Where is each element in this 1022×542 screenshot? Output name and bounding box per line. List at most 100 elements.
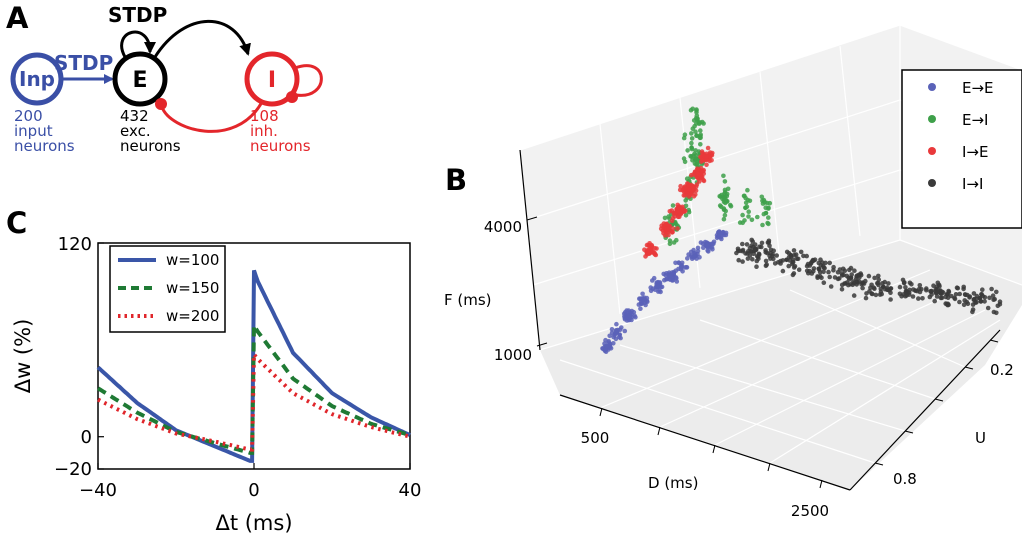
point-ii (916, 286, 922, 292)
stdp-top-label: STDP (108, 3, 167, 27)
point-ii (821, 269, 826, 275)
point-ii (804, 253, 809, 259)
plot-c-ticks (97, 242, 411, 470)
point-ee (662, 277, 667, 283)
point-ee (642, 298, 647, 303)
point-ii (754, 258, 760, 264)
point-ei (698, 142, 703, 147)
exc-label-1: exc. (120, 122, 151, 140)
point-ii (897, 291, 903, 297)
point-ii (767, 243, 772, 249)
point-ei (760, 222, 765, 228)
point-ei (763, 210, 769, 216)
point-ei (698, 128, 703, 133)
b-back-walls (520, 25, 1022, 350)
point-ii (847, 267, 852, 273)
point-ei (670, 203, 676, 208)
point-ii (938, 295, 944, 301)
point-ii (774, 253, 779, 258)
legend-label-ee: E→E (962, 79, 994, 97)
point-ie (662, 233, 668, 238)
point-ee (640, 291, 645, 297)
point-ie (704, 162, 709, 167)
point-ii (846, 282, 851, 288)
b-x-axis-label: D (ms) (648, 474, 698, 492)
input-node (10, 52, 64, 106)
point-ii (780, 268, 786, 274)
point-ii (828, 284, 834, 289)
b-gridline (759, 71, 781, 263)
point-ee (695, 245, 701, 251)
legend-label-ei: E→I (962, 111, 988, 129)
point-ei (767, 200, 773, 206)
b-legend: E→E E→I I→E I→I (901, 69, 1022, 229)
panel-label-a: A (6, 1, 29, 35)
point-ii (886, 287, 892, 293)
point-ii (811, 266, 817, 271)
point-ii (910, 294, 916, 299)
point-ie (691, 171, 696, 177)
point-ii (754, 253, 760, 259)
point-ee (673, 275, 679, 280)
point-ie (654, 246, 659, 251)
point-ei (722, 212, 728, 218)
c-x-axis-label: Δt (ms) (215, 511, 292, 535)
point-ei (722, 179, 728, 184)
point-ii (977, 295, 983, 301)
point-ii (854, 282, 859, 287)
panel-b: B 4000 1000 F (ms) 500 2500 D (ms) (444, 24, 1022, 520)
point-ii (955, 285, 961, 291)
b-gridline (532, 169, 901, 286)
point-ii (801, 253, 806, 259)
point-ie (707, 158, 712, 164)
point-ii (897, 284, 903, 290)
point-ei (689, 131, 694, 136)
point-ii (816, 266, 822, 272)
point-ei (760, 198, 765, 203)
point-ie (697, 179, 702, 184)
point-ii (798, 249, 804, 255)
b-xtick-500: 500 (581, 429, 610, 447)
point-ie (644, 242, 650, 248)
b-gridline (769, 319, 1001, 464)
point-ei (746, 214, 751, 219)
point-ee (679, 264, 684, 270)
point-ii (786, 251, 792, 256)
point-ii (835, 270, 841, 275)
point-ii (989, 286, 994, 292)
point-ii (994, 289, 999, 295)
inh-label-2: neurons (250, 137, 311, 155)
b-gridline (899, 24, 1022, 71)
legend-label-ie: I→E (962, 143, 988, 161)
point-ee (636, 302, 642, 307)
point-ii (873, 292, 879, 298)
point-ie (696, 171, 701, 177)
point-ee (679, 260, 685, 266)
point-ii (882, 279, 888, 285)
point-ii (763, 248, 768, 253)
point-ii (740, 259, 745, 264)
point-ii (772, 261, 778, 266)
point-ie (649, 248, 654, 254)
point-ie (710, 150, 715, 156)
point-ei (724, 191, 730, 197)
point-ii (973, 300, 978, 305)
point-ie (675, 214, 681, 220)
series-line-w100 (96, 269, 411, 463)
point-ei (745, 187, 750, 193)
input-node-label: Inp (19, 67, 55, 91)
point-ii (768, 247, 774, 253)
point-ii (866, 273, 872, 279)
point-ie (699, 149, 705, 154)
inh-to-exc-synapse (155, 98, 167, 110)
point-ii (786, 263, 791, 269)
point-ie (675, 226, 680, 231)
point-ei (689, 136, 695, 141)
b-gridline (539, 239, 901, 351)
point-ie (676, 209, 682, 214)
point-ei (689, 145, 694, 150)
point-ii (913, 288, 918, 293)
point-ei (694, 133, 699, 138)
point-ii (872, 275, 877, 281)
point-ii (917, 283, 923, 288)
